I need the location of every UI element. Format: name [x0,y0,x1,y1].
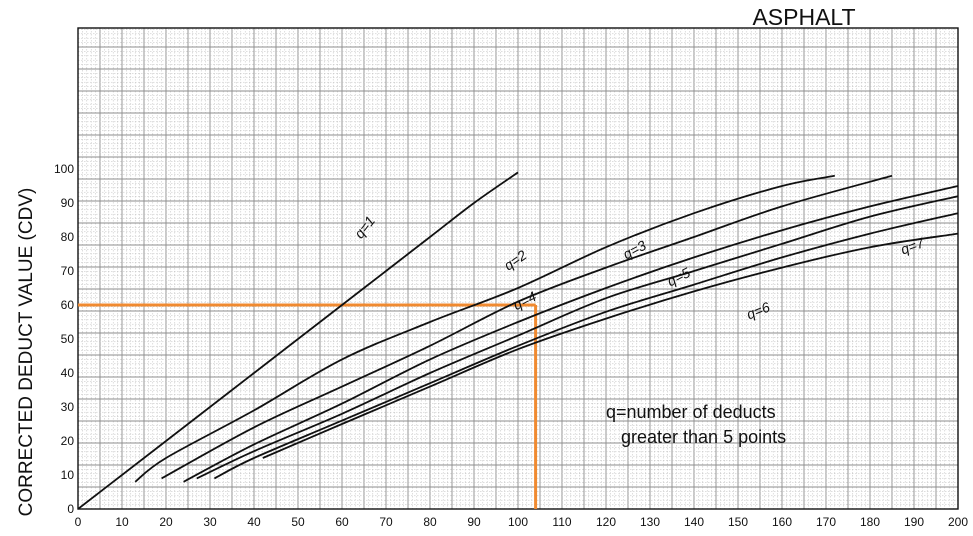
curve-label-q2: q=2 [501,247,530,274]
plot-frame [77,27,959,510]
x-tick-label: 60 [335,515,349,529]
x-tick-label: 190 [904,515,924,529]
x-tick-label: 20 [159,515,173,529]
x-tick-label: 160 [772,515,792,529]
y-tick-label: 30 [61,400,75,414]
curve-label-q1: q=1 [351,213,378,242]
y-tick-label: 20 [61,434,75,448]
x-tick-label: 110 [552,515,571,529]
x-tick-label: 140 [684,515,704,529]
x-tick-label: 0 [75,515,82,529]
x-tick-label: 40 [247,515,261,529]
curve-q2 [134,174,835,483]
y-tick-label: 40 [61,366,75,380]
x-tick-label: 150 [728,515,748,529]
x-tick-label: 120 [596,515,616,529]
x-tick-label: 100 [508,515,528,529]
x-tick-label: 30 [203,515,217,529]
note: q=number of deducts greater than 5 point… [606,402,786,447]
x-tick-label: 170 [816,515,836,529]
x-tick-label: 90 [467,515,481,529]
curves [77,171,959,510]
x-tick-label: 50 [291,515,305,529]
chart-title: ASPHALT [752,4,855,30]
x-tick-label: 130 [640,515,660,529]
x-tick-label: 80 [423,515,437,529]
y-tick-label: 60 [61,298,75,312]
curve-q7 [262,232,959,459]
curve-q1 [77,171,519,510]
y-tick-label: 100 [54,162,74,176]
y-tick-label: 90 [61,196,75,210]
x-tick-label: 70 [379,515,393,529]
curve-q5 [196,195,959,480]
curve-q6 [213,212,959,480]
x-tick-label: 200 [948,515,968,529]
curve-q3 [161,174,893,480]
y-tick-label: 80 [61,230,75,244]
y-tick-labels: 0 10 20 30 40 50 60 70 80 90 100 [54,162,74,516]
y-tick-label: 50 [61,332,75,346]
x-tick-labels: 0 10 20 30 40 50 60 70 80 90 100 110 120 130 140 150 160… [75,515,969,529]
note-line-1: q=number of deducts [606,402,776,422]
curve-q4 [183,185,959,483]
y-axis-label: CORRECTED DEDUCT VALUE (CDV) [16,188,37,517]
y-tick-label: 0 [67,502,74,516]
x-tick-label: 180 [860,515,880,529]
note-line-2: greater than 5 points [621,427,786,447]
y-tick-label: 10 [61,468,75,482]
grid [77,28,959,510]
y-tick-label: 70 [61,264,75,278]
x-tick-label: 10 [115,515,129,529]
